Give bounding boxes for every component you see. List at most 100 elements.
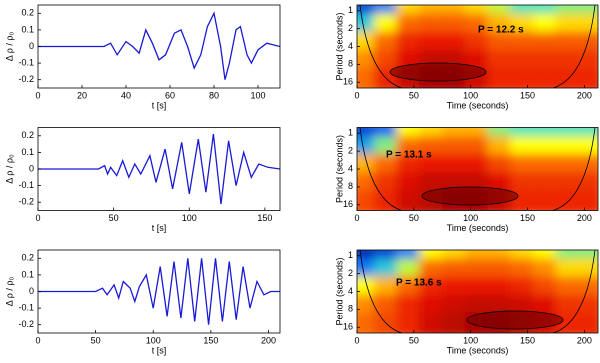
y-tick-label: 0.1 <box>21 147 34 157</box>
x-tick-label: 20 <box>77 90 87 100</box>
x-tick-label: 150 <box>520 213 535 223</box>
x-tick-label: 50 <box>409 213 419 223</box>
x-axis-label: Time (seconds) <box>447 223 509 233</box>
panel: 0 20 40 60 80 100 -0.2 -0.1 0 0.1 0.2 t [s] Δ ρ / ρ₀ <box>4 4 281 110</box>
panel: P = 13.6 s 0 50 100 150 200 1 2 4 8 16 Time (second… <box>334 249 599 355</box>
y-tick-label: -0.1 <box>18 180 34 190</box>
y-tick-label: 2 <box>348 23 353 33</box>
x-tick-label: 150 <box>520 90 535 100</box>
panel: P = 12.2 s 0 50 100 150 200 1 2 4 8 16 Time (second… <box>334 4 599 110</box>
x-axis-label: Time (seconds) <box>447 100 509 110</box>
x-tick-label: 0 <box>35 213 40 223</box>
x-tick-label: 0 <box>354 335 359 345</box>
x-tick-label: 200 <box>577 213 592 223</box>
x-tick-label: 0 <box>35 90 40 100</box>
y-tick-label: 16 <box>343 77 353 87</box>
x-tick-label: 150 <box>257 213 272 223</box>
data-line <box>38 258 280 325</box>
x-tick-label: 60 <box>165 90 175 100</box>
cone-of-influence <box>359 250 596 333</box>
x-tick-label: 80 <box>209 90 219 100</box>
x-tick-label: 100 <box>182 213 197 223</box>
x-tick-label: 150 <box>203 335 218 345</box>
y-tick-label: 1 <box>348 250 353 260</box>
x-tick-label: 0 <box>35 335 40 345</box>
y-tick-label: 4 <box>348 163 353 173</box>
y-tick-label: 4 <box>348 41 353 51</box>
y-tick-label: 16 <box>343 199 353 209</box>
y-tick-label: 0 <box>29 163 34 173</box>
significance-contour <box>466 310 564 330</box>
y-axis-label: Δ ρ / ρ₀ <box>4 31 14 61</box>
y-tick-label: 8 <box>348 181 353 191</box>
y-tick-label: 0.2 <box>21 130 34 140</box>
annotation: P = 12.2 s <box>478 25 524 36</box>
x-tick-label: 100 <box>463 335 478 345</box>
significance-contour <box>389 62 487 82</box>
y-tick-label: 1 <box>348 5 353 15</box>
y-tick-label: 0.1 <box>21 24 34 34</box>
panel: 0 50 100 150 200 -0.2 -0.1 0 0.1 0.2 t [s] Δ ρ / ρ₀ <box>4 249 281 355</box>
significance-contour <box>421 186 519 206</box>
x-tick-label: 100 <box>463 213 478 223</box>
y-axis-label: Δ ρ / ρ₀ <box>4 154 14 184</box>
y-tick-label: 2 <box>348 268 353 278</box>
x-tick-label: 200 <box>577 90 592 100</box>
x-tick-label: 40 <box>121 90 131 100</box>
y-axis-label: Period (seconds) <box>334 12 344 80</box>
y-tick-label: -0.2 <box>18 74 34 84</box>
x-tick-label: 200 <box>261 335 276 345</box>
y-tick-label: 8 <box>348 304 353 314</box>
heatmap <box>357 127 598 211</box>
x-tick-label: 200 <box>577 335 592 345</box>
x-axis-label: t [s] <box>152 345 167 355</box>
x-axis-label: t [s] <box>152 100 167 110</box>
y-tick-label: 0 <box>29 286 34 296</box>
heatmap <box>357 250 598 333</box>
x-tick-label: 50 <box>409 335 419 345</box>
heatmap-cells <box>357 127 598 211</box>
x-tick-label: 100 <box>463 90 478 100</box>
heatmap-cells <box>357 250 598 333</box>
heat-cell <box>578 189 598 211</box>
x-axis-label: Time (seconds) <box>447 345 509 355</box>
y-axis-label: Period (seconds) <box>334 135 344 203</box>
panel: P = 13.1 s 0 50 100 150 200 1 2 4 8 16 Time (second… <box>334 127 599 233</box>
cone-of-influence <box>359 5 596 88</box>
y-axis-label: Δ ρ / ρ₀ <box>4 276 14 306</box>
y-tick-label: -0.2 <box>18 319 34 329</box>
y-tick-label: 2 <box>348 146 353 156</box>
y-tick-label: 0.2 <box>21 8 34 18</box>
heatmap-cells <box>357 5 598 88</box>
x-tick-label: 50 <box>91 335 101 345</box>
y-tick-label: 1 <box>348 128 353 138</box>
y-tick-label: -0.1 <box>18 57 34 67</box>
x-tick-label: 0 <box>354 90 359 100</box>
y-tick-label: 0.1 <box>21 269 34 279</box>
x-tick-label: 150 <box>520 335 535 345</box>
x-axis-label: t [s] <box>152 223 167 233</box>
heatmap <box>357 5 598 88</box>
y-axis-label: Period (seconds) <box>334 257 344 325</box>
heat-cell <box>578 67 598 88</box>
x-tick-label: 100 <box>250 90 265 100</box>
y-tick-label: 8 <box>348 59 353 69</box>
panel: 0 50 100 150 -0.2 -0.1 0 0.1 0.2 t [s] Δ ρ / ρ₀ <box>4 127 281 233</box>
x-tick-label: 50 <box>109 213 119 223</box>
cone-of-influence <box>359 127 596 211</box>
y-tick-label: 0 <box>29 41 34 51</box>
annotation: P = 13.1 s <box>386 150 432 161</box>
y-tick-label: 16 <box>343 322 353 332</box>
y-tick-label: -0.1 <box>18 302 34 312</box>
x-tick-label: 0 <box>354 213 359 223</box>
y-tick-label: -0.2 <box>18 197 34 207</box>
data-line <box>38 11 280 80</box>
x-tick-label: 50 <box>409 90 419 100</box>
y-tick-label: 4 <box>348 286 353 296</box>
y-tick-label: 0.2 <box>21 253 34 263</box>
data-line <box>38 134 280 204</box>
annotation: P = 13.6 s <box>396 278 442 289</box>
x-tick-label: 100 <box>146 335 161 345</box>
heat-cell <box>578 312 598 333</box>
